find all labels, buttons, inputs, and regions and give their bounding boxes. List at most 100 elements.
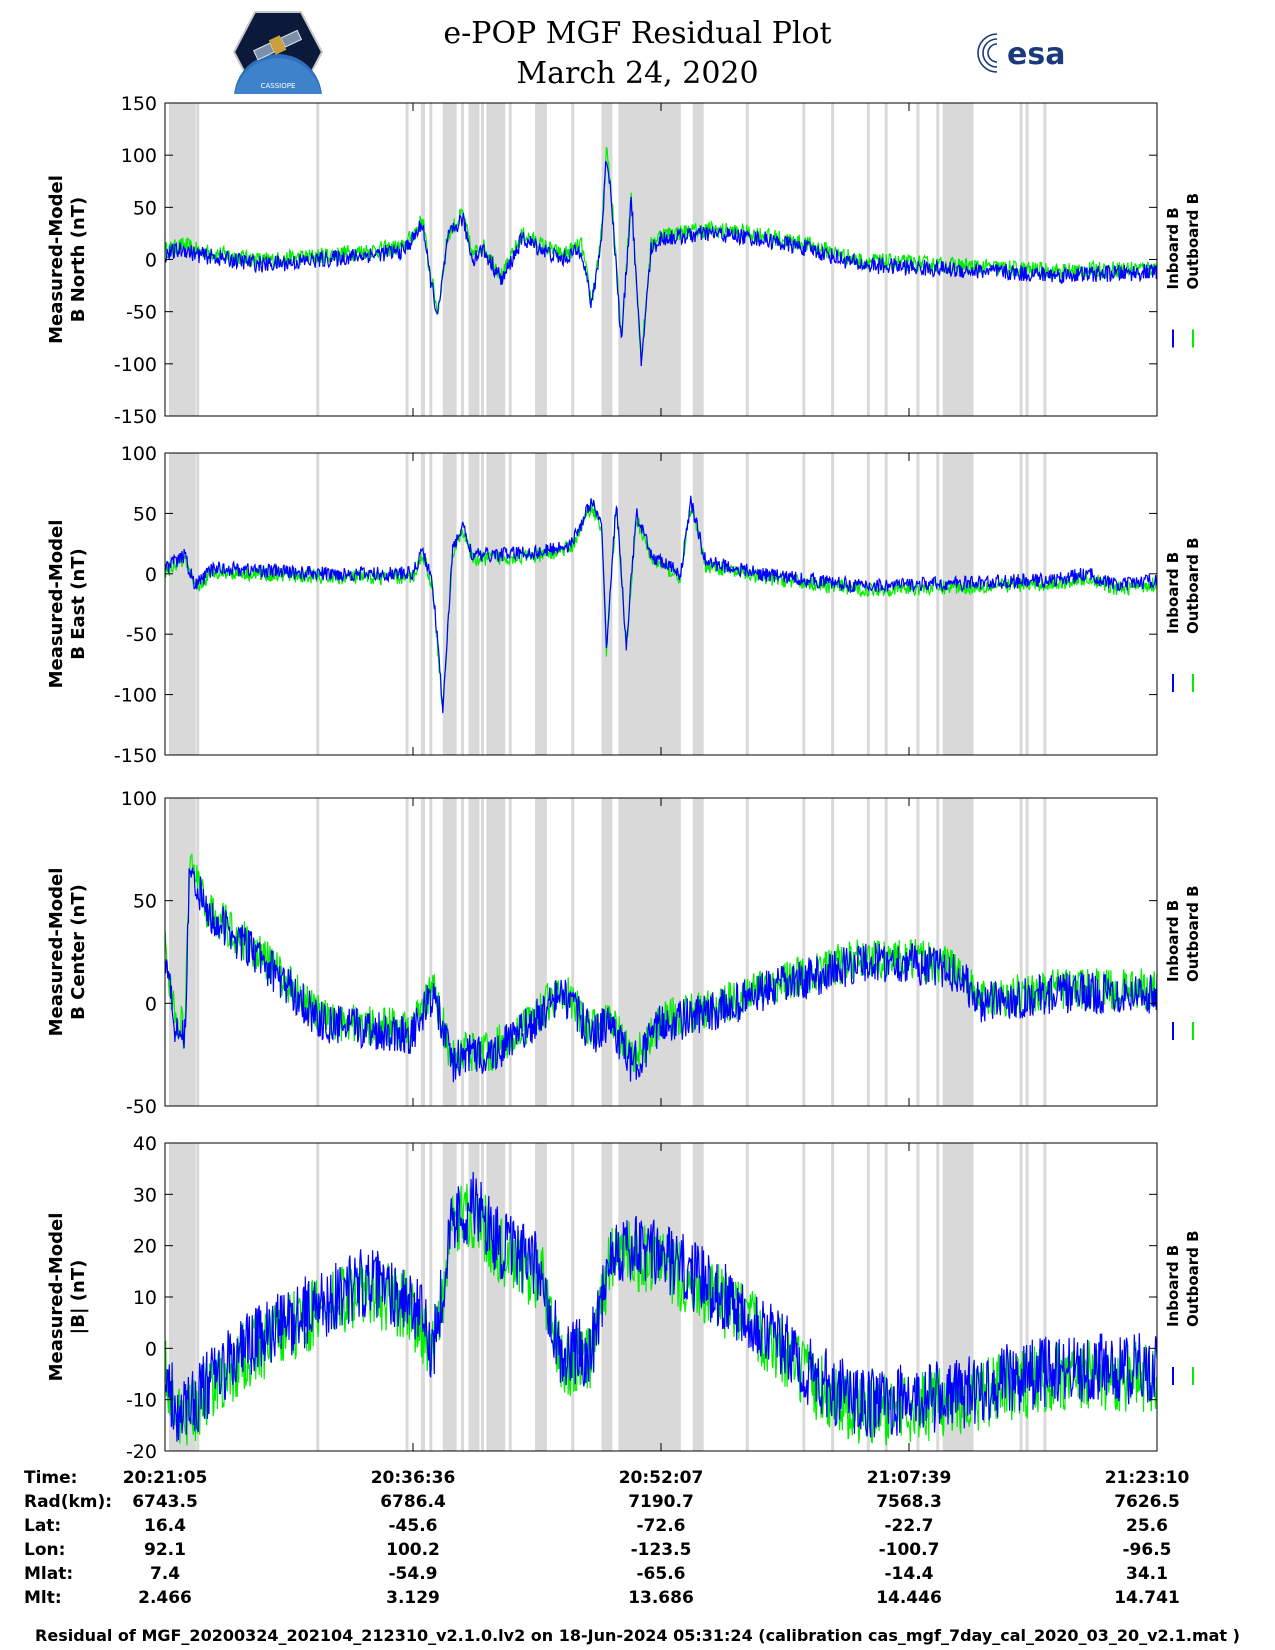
data-gap-line — [1019, 453, 1023, 755]
table-cell: 34.1 — [1126, 1564, 1168, 1584]
table-cell: -72.6 — [636, 1516, 686, 1536]
data-gap-line — [508, 798, 512, 1106]
data-gap-line — [461, 103, 465, 416]
y-tick-label: -50 — [126, 302, 157, 324]
data-gap-line — [745, 1143, 749, 1451]
data-gap-line — [955, 1143, 959, 1451]
y-tick-label: 50 — [133, 197, 157, 219]
data-gap-band — [420, 798, 425, 1106]
table-row-label: Rad(km): — [24, 1492, 113, 1512]
data-gap-band — [601, 1143, 613, 1451]
data-gap-band — [486, 1143, 506, 1451]
table-cell: 13.686 — [628, 1588, 694, 1608]
data-gap-line — [831, 798, 835, 1106]
data-gap-line — [480, 103, 484, 416]
table-row-label: Lat: — [24, 1516, 62, 1536]
data-gap-line — [1019, 103, 1023, 416]
table-cell: 21:23:10 — [1104, 1468, 1190, 1488]
table-cell: 6786.4 — [380, 1492, 446, 1512]
y-tick-label: 0 — [145, 564, 157, 586]
data-gap-line — [955, 103, 959, 416]
y-tick-label: 0 — [145, 250, 157, 272]
panel-2: 100 50 0 -50 -100 -150 Measured-ModelB East (n… — [46, 443, 1202, 767]
table-cell: 21:07:39 — [866, 1468, 952, 1488]
data-gap-line — [831, 453, 835, 755]
data-gap-band — [535, 1143, 547, 1451]
data-gap-line — [508, 453, 512, 755]
legend-outboard-label: Outboard B — [1184, 537, 1202, 634]
cassiope-logo: CASSIOPE — [232, 11, 324, 94]
data-gap-band — [618, 1143, 681, 1451]
data-gap-line — [866, 1143, 870, 1451]
table-row-label: Time: — [24, 1468, 78, 1488]
legend-outboard-label: Outboard B — [1184, 1230, 1202, 1327]
table-cell: 14.446 — [876, 1588, 942, 1608]
legend-inboard-label: Inboard B — [1164, 1245, 1182, 1327]
data-gap-line — [802, 798, 806, 1106]
table-cell: 20:21:05 — [122, 1468, 208, 1488]
esa-logo: esa — [977, 33, 1065, 73]
data-gap-band — [601, 798, 613, 1106]
y-axis-label: Measured-ModelB East (nT) — [46, 520, 89, 689]
table-cell: 100.2 — [386, 1540, 440, 1560]
data-gap-band — [420, 1143, 425, 1451]
data-gap-band — [601, 103, 613, 416]
y-tick-label: -150 — [114, 745, 157, 767]
table-cell: -14.4 — [884, 1564, 934, 1584]
data-gap-line — [405, 798, 409, 1106]
data-gap-line — [196, 1143, 200, 1451]
table-row-label: Mlat: — [24, 1564, 74, 1584]
table-cell: -123.5 — [630, 1540, 692, 1560]
data-gap-line — [745, 103, 749, 416]
data-gap-line — [429, 103, 433, 416]
data-gap-line — [1025, 1143, 1029, 1451]
y-tick-label: 0 — [145, 1338, 157, 1360]
y-tick-label: 20 — [133, 1236, 157, 1258]
table-cell: 20:36:36 — [370, 1468, 456, 1488]
data-gap-line — [196, 798, 200, 1106]
data-gap-line — [571, 1143, 575, 1451]
y-tick-label: -150 — [114, 406, 157, 428]
data-gap-line — [884, 1143, 888, 1451]
table-cell: -96.5 — [1122, 1540, 1172, 1560]
data-gap-line — [1043, 453, 1047, 755]
table-cell: -100.7 — [878, 1540, 940, 1560]
y-tick-label: -100 — [114, 685, 157, 707]
data-gap-line — [508, 1143, 512, 1451]
data-gap-line — [571, 798, 575, 1106]
footer-caption: Residual of MGF_20200324_202104_212310_v… — [35, 1626, 1240, 1645]
panel-3: 100 50 0 -50 Measured-ModelB Center (nT) Inbo… — [46, 788, 1202, 1118]
data-gap-band — [535, 453, 547, 755]
table-cell: -22.7 — [884, 1516, 934, 1536]
data-gap-band — [486, 453, 506, 755]
table-cell: -45.6 — [388, 1516, 438, 1536]
data-gap-line — [316, 798, 320, 1106]
legend-outboard-label: Outboard B — [1184, 885, 1202, 982]
data-gap-band — [168, 798, 196, 1106]
legend-inboard-label: Inboard B — [1164, 900, 1182, 982]
y-tick-label: -10 — [126, 1390, 157, 1412]
y-tick-label: -50 — [126, 624, 157, 646]
data-gap-line — [1043, 798, 1047, 1106]
data-gap-line — [1043, 103, 1047, 416]
data-gap-band — [692, 798, 704, 1106]
data-gap-band — [692, 103, 704, 416]
data-gap-line — [936, 1143, 940, 1451]
data-gap-line — [1025, 103, 1029, 416]
data-gap-band — [486, 103, 506, 416]
inboard-b-trace — [164, 1171, 1158, 1442]
legend-inboard-label: Inboard B — [1164, 552, 1182, 634]
data-gap-band — [468, 1143, 480, 1451]
data-gap-line — [571, 453, 575, 755]
data-gap-line — [936, 453, 940, 755]
y-axis-label-line: Measured-Model — [46, 1213, 67, 1382]
panel-4: 40 30 20 10 0 -10 -20 Measured-Model|B| (nT) Inb… — [46, 1133, 1202, 1463]
data-gap-band — [535, 103, 547, 416]
table-cell: -65.6 — [636, 1564, 686, 1584]
y-axis-label-line: Measured-Model — [46, 520, 67, 689]
data-gap-band — [420, 453, 425, 755]
table-cell: 3.129 — [386, 1588, 440, 1608]
y-tick-label: 10 — [133, 1287, 157, 1309]
data-gap-line — [196, 453, 200, 755]
table-cell: 6743.5 — [132, 1492, 198, 1512]
